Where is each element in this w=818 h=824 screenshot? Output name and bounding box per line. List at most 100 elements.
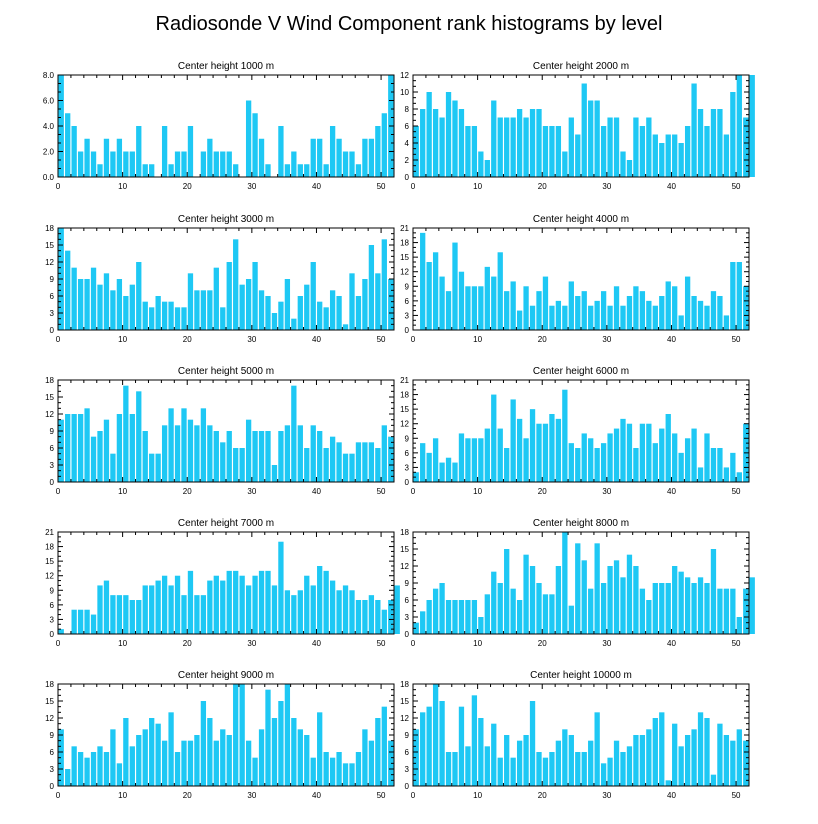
panel-4: Center height 4000 m 0 3 6 9 12 15 18 21 0 10 20 30 4… [400, 214, 750, 344]
x-tick-label: 0 [411, 335, 416, 344]
bar [291, 318, 297, 330]
x-tick-label: 20 [183, 182, 192, 191]
y-tick-label: 6 [405, 122, 410, 131]
bar [672, 566, 678, 634]
bar [271, 585, 278, 634]
bar [116, 763, 123, 786]
bar [233, 684, 239, 786]
bar [613, 740, 620, 786]
bar [568, 443, 574, 482]
x-tick-label: 50 [377, 791, 386, 800]
bar [704, 433, 710, 482]
y-tick-label: 0 [50, 630, 55, 639]
bar [665, 583, 671, 634]
bar [233, 448, 239, 482]
bar [445, 92, 452, 177]
bar [342, 151, 349, 177]
bar [349, 273, 355, 330]
y-tick-label: 6 [50, 748, 55, 757]
bar [432, 438, 439, 482]
bar [504, 735, 510, 786]
bar [736, 75, 742, 177]
x-tick-label: 10 [118, 335, 127, 344]
bar [252, 113, 258, 177]
bar [181, 151, 187, 177]
y-tick-label: 6 [405, 596, 410, 605]
bar [65, 414, 71, 482]
panel-title: Center height 10000 m [530, 670, 632, 681]
y-tick-label: 9 [50, 731, 55, 740]
bar [362, 729, 368, 786]
bar [723, 315, 730, 330]
y-tick-label: 15 [400, 545, 409, 554]
bar [684, 276, 691, 330]
x-tick-label: 30 [602, 487, 611, 496]
bar [362, 279, 368, 330]
bar [594, 100, 600, 177]
bar [588, 438, 594, 482]
bar [730, 588, 736, 634]
bar [284, 590, 291, 634]
bar [678, 315, 684, 330]
x-tick-label: 0 [411, 487, 416, 496]
bar [342, 324, 349, 330]
bar [174, 151, 181, 177]
bar [529, 566, 536, 634]
bar [181, 740, 187, 786]
bar [697, 712, 704, 786]
bar [588, 740, 594, 786]
bar [116, 595, 123, 634]
bar [465, 286, 471, 330]
bar [704, 718, 710, 786]
bar [549, 305, 555, 330]
bar [233, 239, 239, 330]
bar [575, 752, 581, 786]
bar [452, 100, 458, 177]
bar [213, 431, 219, 482]
bar [555, 300, 562, 330]
bar [136, 600, 142, 634]
bar [323, 570, 329, 634]
panel-title: Center height 2000 m [533, 61, 629, 72]
bar [284, 164, 291, 177]
bar [258, 138, 265, 177]
bar [355, 442, 362, 482]
bar [568, 735, 574, 786]
bar [516, 418, 523, 482]
bar [426, 262, 432, 330]
bar [426, 452, 432, 482]
x-tick-label: 0 [56, 791, 61, 800]
bar [65, 250, 71, 330]
bar [665, 281, 671, 330]
bar [123, 385, 129, 482]
bar [355, 752, 362, 786]
y-tick-label: 6.0 [43, 97, 55, 106]
bar [743, 588, 749, 634]
bar [626, 554, 633, 634]
bar [84, 609, 90, 634]
bar [510, 399, 516, 482]
bar [516, 109, 523, 177]
bar [568, 281, 574, 330]
bar [174, 425, 181, 482]
bar [471, 438, 478, 482]
x-tick-label: 10 [118, 639, 127, 648]
bar [723, 134, 730, 177]
bar [555, 566, 562, 634]
bar [116, 279, 123, 330]
x-tick-label: 20 [183, 791, 192, 800]
bar [697, 109, 704, 177]
bar [394, 585, 400, 634]
bar [471, 286, 478, 330]
bar [265, 570, 271, 634]
bar [103, 273, 110, 330]
bar [329, 436, 336, 482]
y-tick-label: 12 [45, 410, 54, 419]
bar [187, 273, 194, 330]
bar [581, 433, 587, 482]
y-tick-label: 12 [400, 71, 409, 80]
bar [362, 600, 368, 634]
panel-title: Center height 4000 m [533, 214, 629, 225]
bar [317, 712, 323, 786]
y-tick-label: 21 [400, 376, 409, 385]
